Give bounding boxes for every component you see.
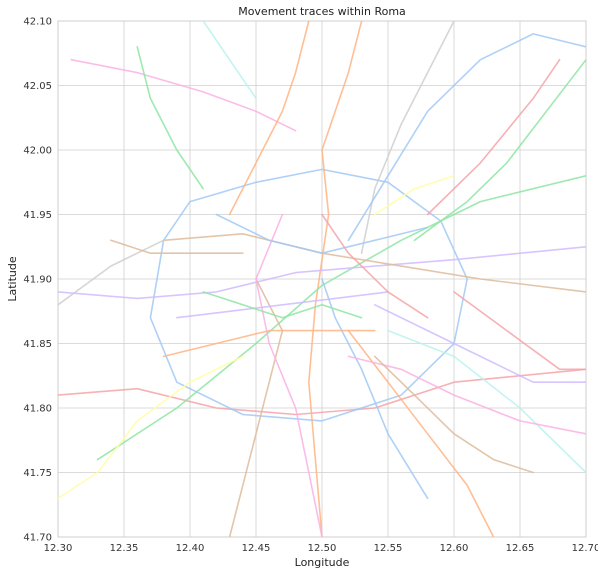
movement-trace — [162, 233, 586, 293]
x-tick-label: 12.35 — [110, 543, 139, 554]
y-tick-labels: 41.70 41.75 41.80 41.85 41.90 41.95 42.00 42.05… — [23, 17, 52, 544]
movement-trace — [202, 291, 363, 319]
x-axis-title: Longitude — [295, 556, 350, 569]
movement-trace — [373, 175, 455, 216]
movement-trace — [228, 278, 284, 537]
movement-trace — [373, 303, 586, 384]
movement-trace — [215, 213, 429, 254]
movement-trace — [387, 329, 586, 474]
y-tick-label: 41.75 — [23, 468, 52, 479]
movement-trace — [58, 239, 165, 306]
movement-trace — [149, 168, 469, 422]
movement-trace — [228, 21, 310, 216]
y-tick-label: 42.05 — [23, 81, 52, 92]
movement-trace — [413, 58, 586, 242]
movement-trace — [347, 329, 495, 537]
trace-layer — [58, 21, 586, 537]
movement-trace — [255, 213, 323, 537]
movement-trace — [360, 21, 455, 254]
y-tick-label: 41.85 — [23, 339, 52, 350]
movement-trace — [58, 246, 586, 300]
y-tick-label: 41.80 — [23, 404, 52, 415]
x-tick-label: 12.30 — [44, 543, 73, 554]
movement-trace — [202, 21, 257, 100]
x-tick-labels: 12.30 12.35 12.40 12.45 12.50 12.55 12.60 12.65… — [44, 543, 598, 554]
x-tick-label: 12.70 — [572, 543, 598, 554]
movement-trace — [426, 58, 561, 216]
movement-trace — [110, 239, 244, 254]
y-tick-label: 42.00 — [23, 146, 52, 157]
x-tick-label: 12.65 — [506, 543, 535, 554]
movement-trace — [96, 175, 586, 461]
movement-trace — [162, 329, 376, 358]
movement-trace — [307, 21, 363, 537]
movement-trace — [321, 213, 429, 319]
x-tick-label: 12.40 — [176, 543, 205, 554]
y-tick-label: 42.10 — [23, 17, 52, 28]
movement-trace — [453, 291, 586, 371]
y-tick-label: 41.90 — [23, 275, 52, 286]
movement-trace — [58, 355, 244, 500]
x-tick-label: 12.50 — [308, 543, 337, 554]
movement-trace — [136, 45, 204, 190]
movement-trace — [373, 355, 535, 474]
movement-trace — [347, 33, 586, 242]
movement-trace — [176, 291, 389, 319]
y-tick-label: 41.70 — [23, 533, 52, 544]
movement-trace — [70, 58, 297, 132]
x-tick-label: 12.55 — [374, 543, 403, 554]
movement-trace — [58, 368, 586, 416]
chart-title: Movement traces within Roma — [238, 5, 406, 18]
x-tick-label: 12.60 — [440, 543, 469, 554]
y-tick-label: 41.95 — [23, 210, 52, 221]
movement-trace — [321, 278, 429, 500]
y-axis-title: Latitude — [6, 256, 19, 302]
x-tick-label: 12.45 — [242, 543, 271, 554]
